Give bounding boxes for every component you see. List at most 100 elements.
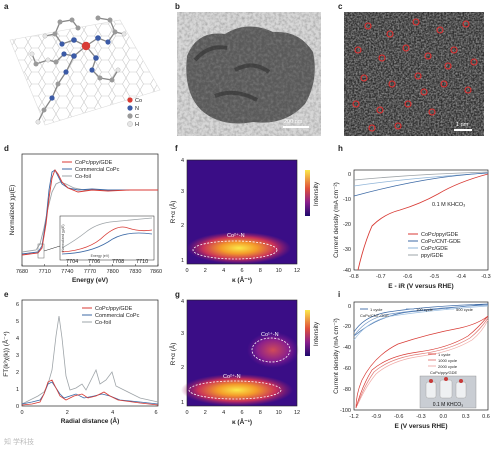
panel-label: h [338,144,343,153]
svg-text:7704: 7704 [66,259,78,265]
svg-text:6: 6 [240,268,243,274]
single-atom-markers [352,18,478,132]
x-axis-label: Radial distance (Å) [61,416,120,425]
svg-text:-0.7: -0.7 [376,274,385,280]
svg-text:0: 0 [16,404,19,410]
svg-text:7680: 7680 [16,269,28,275]
panel-label: d [4,144,9,153]
panel-d: d 7680 7710 7740 7770 7800 7830 7860 Ene… [0,140,165,290]
series-copc-ppy-gde [21,169,158,256]
scale-label: 1 nm [456,122,469,128]
y-axis-label: Current density (mA cm⁻²) [333,318,340,394]
svg-text:-40: -40 [343,345,351,351]
svg-text:Commercial CoPc: Commercial CoPc [75,167,120,173]
colorbar [305,310,310,356]
svg-text:3: 3 [181,189,184,195]
svg-text:2: 2 [181,223,184,229]
panel-label: e [4,290,9,299]
panel-e: e 0 1 2 3 4 5 6 0 2 4 6 Radial distance … [0,290,165,449]
svg-text:-100: -100 [340,408,351,414]
series-copc-cnt-gde [353,172,489,197]
svg-text:2: 2 [181,365,184,371]
svg-text:-0.3: -0.3 [416,414,425,420]
x-ticks: 0 2 4 6 8 10 12 [185,268,300,274]
svg-text:12: 12 [294,410,300,416]
x-axis-label: Energy (eV) [72,277,108,284]
svg-text:4: 4 [181,158,184,164]
series-ppy-1 [355,315,489,409]
svg-text:100 cycle: 100 cycle [416,307,434,312]
watermark: 知 学科技 [4,439,34,446]
series-cnt-1 [353,303,489,337]
x-ticks: -1.2 -0.9 -0.6 -0.3 0.0 0.3 0.6 [349,414,490,420]
svg-text:CoPc/ppy/GDE: CoPc/ppy/GDE [75,160,113,166]
x-axis-label: E - iR (V versus RHE) [388,283,453,290]
svg-text:4: 4 [222,410,225,416]
svg-text:7770: 7770 [84,269,96,275]
x-ticks: -0.8 -0.7 -0.6 -0.5 -0.4 -0.3 [349,274,490,280]
svg-text:7706: 7706 [88,259,100,265]
cell-photo-inset: 0.1 M KHCO₃ [419,375,477,409]
wavelet-heatmap-g: Co¹⁺-N Co²⁺-N 1 2 3 4 0 2 4 6 8 10 12 κ … [168,299,320,426]
series-co-foil [21,315,159,405]
svg-text:1 cycle: 1 cycle [370,307,383,312]
tem-image: 200 nm [177,12,321,136]
svg-text:6: 6 [154,410,157,416]
svg-text:12: 12 [294,268,300,274]
svg-text:7708: 7708 [112,259,124,265]
series-copc-ppy-gde [21,379,159,406]
svg-text:-40: -40 [343,268,351,274]
svg-text:-0.8: -0.8 [349,274,358,280]
colorbar-label: Intensity [313,181,320,206]
x-ticks: 0 2 4 6 [20,410,157,416]
legend: CoPc/ppy/GDE CoPc/CNT-GDE CoPc/GDE ppy/G… [408,232,461,259]
annotation-co1: Co¹⁺-N [261,331,279,338]
svg-text:2: 2 [204,410,207,416]
svg-text:7710: 7710 [136,259,148,265]
svg-text:3: 3 [16,353,19,359]
svg-text:CoPc/CNT-GDE: CoPc/CNT-GDE [421,239,461,245]
svg-text:Normalized χμ(E): Normalized χμ(E) [61,224,65,251]
colorbar [305,170,310,216]
series-ppy-gde [353,171,489,181]
svg-text:-0.4: -0.4 [456,274,465,280]
svg-text:-1.2: -1.2 [349,414,358,420]
svg-text:N: N [135,106,139,112]
svg-text:7740: 7740 [61,269,73,275]
svg-text:CoPc/GDE: CoPc/GDE [421,246,448,252]
svg-text:-0.6: -0.6 [394,414,403,420]
scale-bar [454,129,472,131]
svg-text:2: 2 [16,370,19,376]
svg-text:0: 0 [348,172,351,178]
svg-text:-20: -20 [343,222,351,228]
atom-legend: Co N C H [127,97,142,128]
svg-text:8: 8 [259,410,262,416]
inset: 7704 7706 7708 7710 Energy (eV) Normaliz… [59,215,155,265]
svg-text:1: 1 [16,387,19,393]
svg-text:7710: 7710 [39,269,51,275]
svg-text:5: 5 [16,319,19,325]
lsv-plot: 0 -10 -20 -30 -40 -0.8 -0.7 -0.6 -0.5 -0… [333,169,491,290]
x-ticks: 0 2 4 6 8 10 12 [185,410,300,416]
svg-text:2: 2 [204,268,207,274]
svg-text:CoPc/ppy/GDE: CoPc/ppy/GDE [421,232,459,238]
graphene-sheet [10,20,160,125]
svg-text:1000 cycle: 1000 cycle [438,358,458,363]
panel-f: f Co²⁺-N 1 2 3 4 0 2 4 6 8 [165,140,328,290]
x-axis-label: κ (Å⁻¹) [232,275,252,284]
scale-label: 200 nm [284,119,303,125]
panel-c: c 1 nm [328,0,493,140]
y-axis-label: Current density (mA cm⁻²) [333,182,340,258]
xanes-plot: 7680 7710 7740 7770 7800 7830 7860 Energ… [9,153,162,284]
svg-text:Co-foil: Co-foil [95,320,111,326]
electrolyte-note: 0.1 M KHCO₃ [432,202,465,208]
panel-label: f [175,144,178,153]
svg-text:Co-foil: Co-foil [75,174,91,180]
legend: CoPc/ppy/GDE Commercial CoPc Co-foil [82,306,140,326]
svg-text:ppy/GDE: ppy/GDE [421,253,444,259]
svg-text:500 cycle: 500 cycle [456,307,474,312]
molecular-model: Co N C H [9,15,161,128]
svg-text:0.6: 0.6 [482,414,490,420]
svg-text:0.3: 0.3 [462,414,470,420]
y-ticks: 0 -10 -20 -30 -40 [343,172,351,274]
